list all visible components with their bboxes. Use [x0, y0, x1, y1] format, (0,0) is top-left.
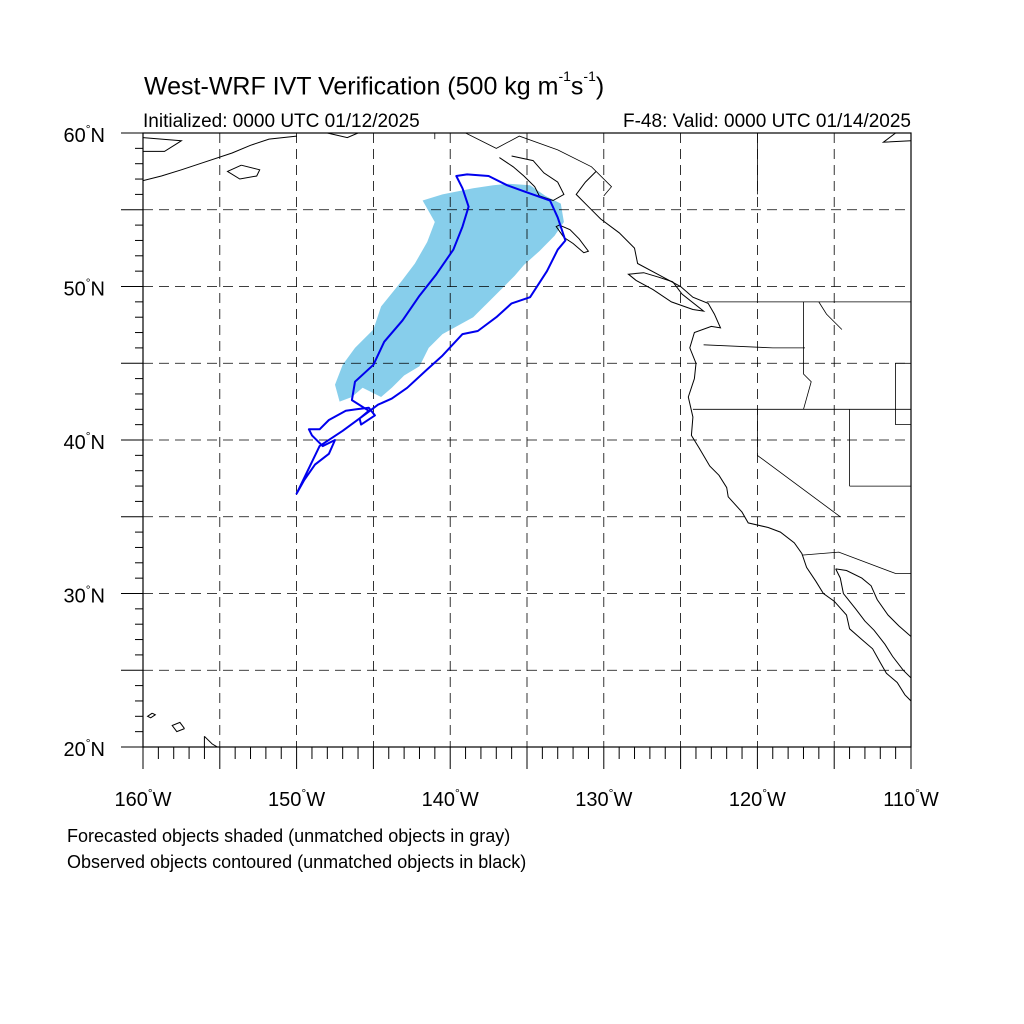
coastline [226, 164, 261, 180]
latitude-label: 30°N [63, 583, 105, 608]
political-border [818, 301, 843, 330]
coastline [835, 568, 911, 679]
coastline [143, 135, 297, 182]
latitude-label: 40°N [63, 429, 105, 454]
latitude-label: 60°N [63, 122, 105, 147]
title-exponent-2: -1 [583, 68, 596, 84]
political-border [757, 409, 841, 518]
longitude-label: 160°W [114, 786, 171, 811]
coastline-layer [143, 133, 911, 747]
longitude-label: 110°W [883, 786, 939, 811]
longitude-label: 150°W [268, 786, 325, 811]
political-border [803, 301, 812, 410]
coastline [835, 568, 911, 637]
forecast-object-fill [335, 183, 564, 402]
coastline [171, 721, 185, 733]
coastline [627, 272, 706, 312]
coastline [555, 224, 590, 254]
political-border [703, 344, 805, 349]
observed-layer [295, 173, 567, 495]
coastline [881, 133, 911, 143]
coastline [203, 735, 219, 747]
valid-time-label: F-48: Valid: 0000 UTC 01/14/2025 [623, 111, 911, 132]
map-frame [121, 132, 912, 769]
longitude-label: 120°W [729, 786, 786, 811]
political-border [801, 551, 911, 574]
map-title: West-WRF IVT Verification (500 kg m-1s-1… [144, 68, 605, 101]
coastline [327, 133, 359, 139]
legend-observed-note: Observed objects contoured (unmatched ob… [67, 852, 527, 872]
observed-object-contour [295, 173, 567, 495]
initialized-label: Initialized: 0000 UTC 01/12/2025 [143, 111, 420, 132]
axis-labels: 60°N 50°N 40°N 30°N 20°N 160°W 150°W 140°W 130°W… [63, 122, 938, 811]
legend-forecast-note: Forecasted objects shaded (unmatched obj… [67, 826, 511, 846]
gridline-layer [143, 133, 911, 747]
political-border [895, 363, 911, 426]
political-border [465, 133, 613, 197]
forecast-layer [335, 183, 564, 402]
latitude-label: 20°N [63, 736, 105, 761]
coastline [146, 712, 157, 719]
coastline [143, 137, 183, 152]
title-mid: s [570, 72, 584, 101]
coastline [575, 171, 911, 702]
title-main: West-WRF IVT Verification (500 kg m [144, 72, 559, 101]
longitude-label: 140°W [422, 786, 479, 811]
title-end: ) [595, 72, 605, 101]
coastline [499, 155, 565, 202]
latitude-label: 50°N [63, 276, 105, 301]
longitude-label: 130°W [575, 786, 632, 811]
title-exponent-1: -1 [558, 68, 571, 84]
